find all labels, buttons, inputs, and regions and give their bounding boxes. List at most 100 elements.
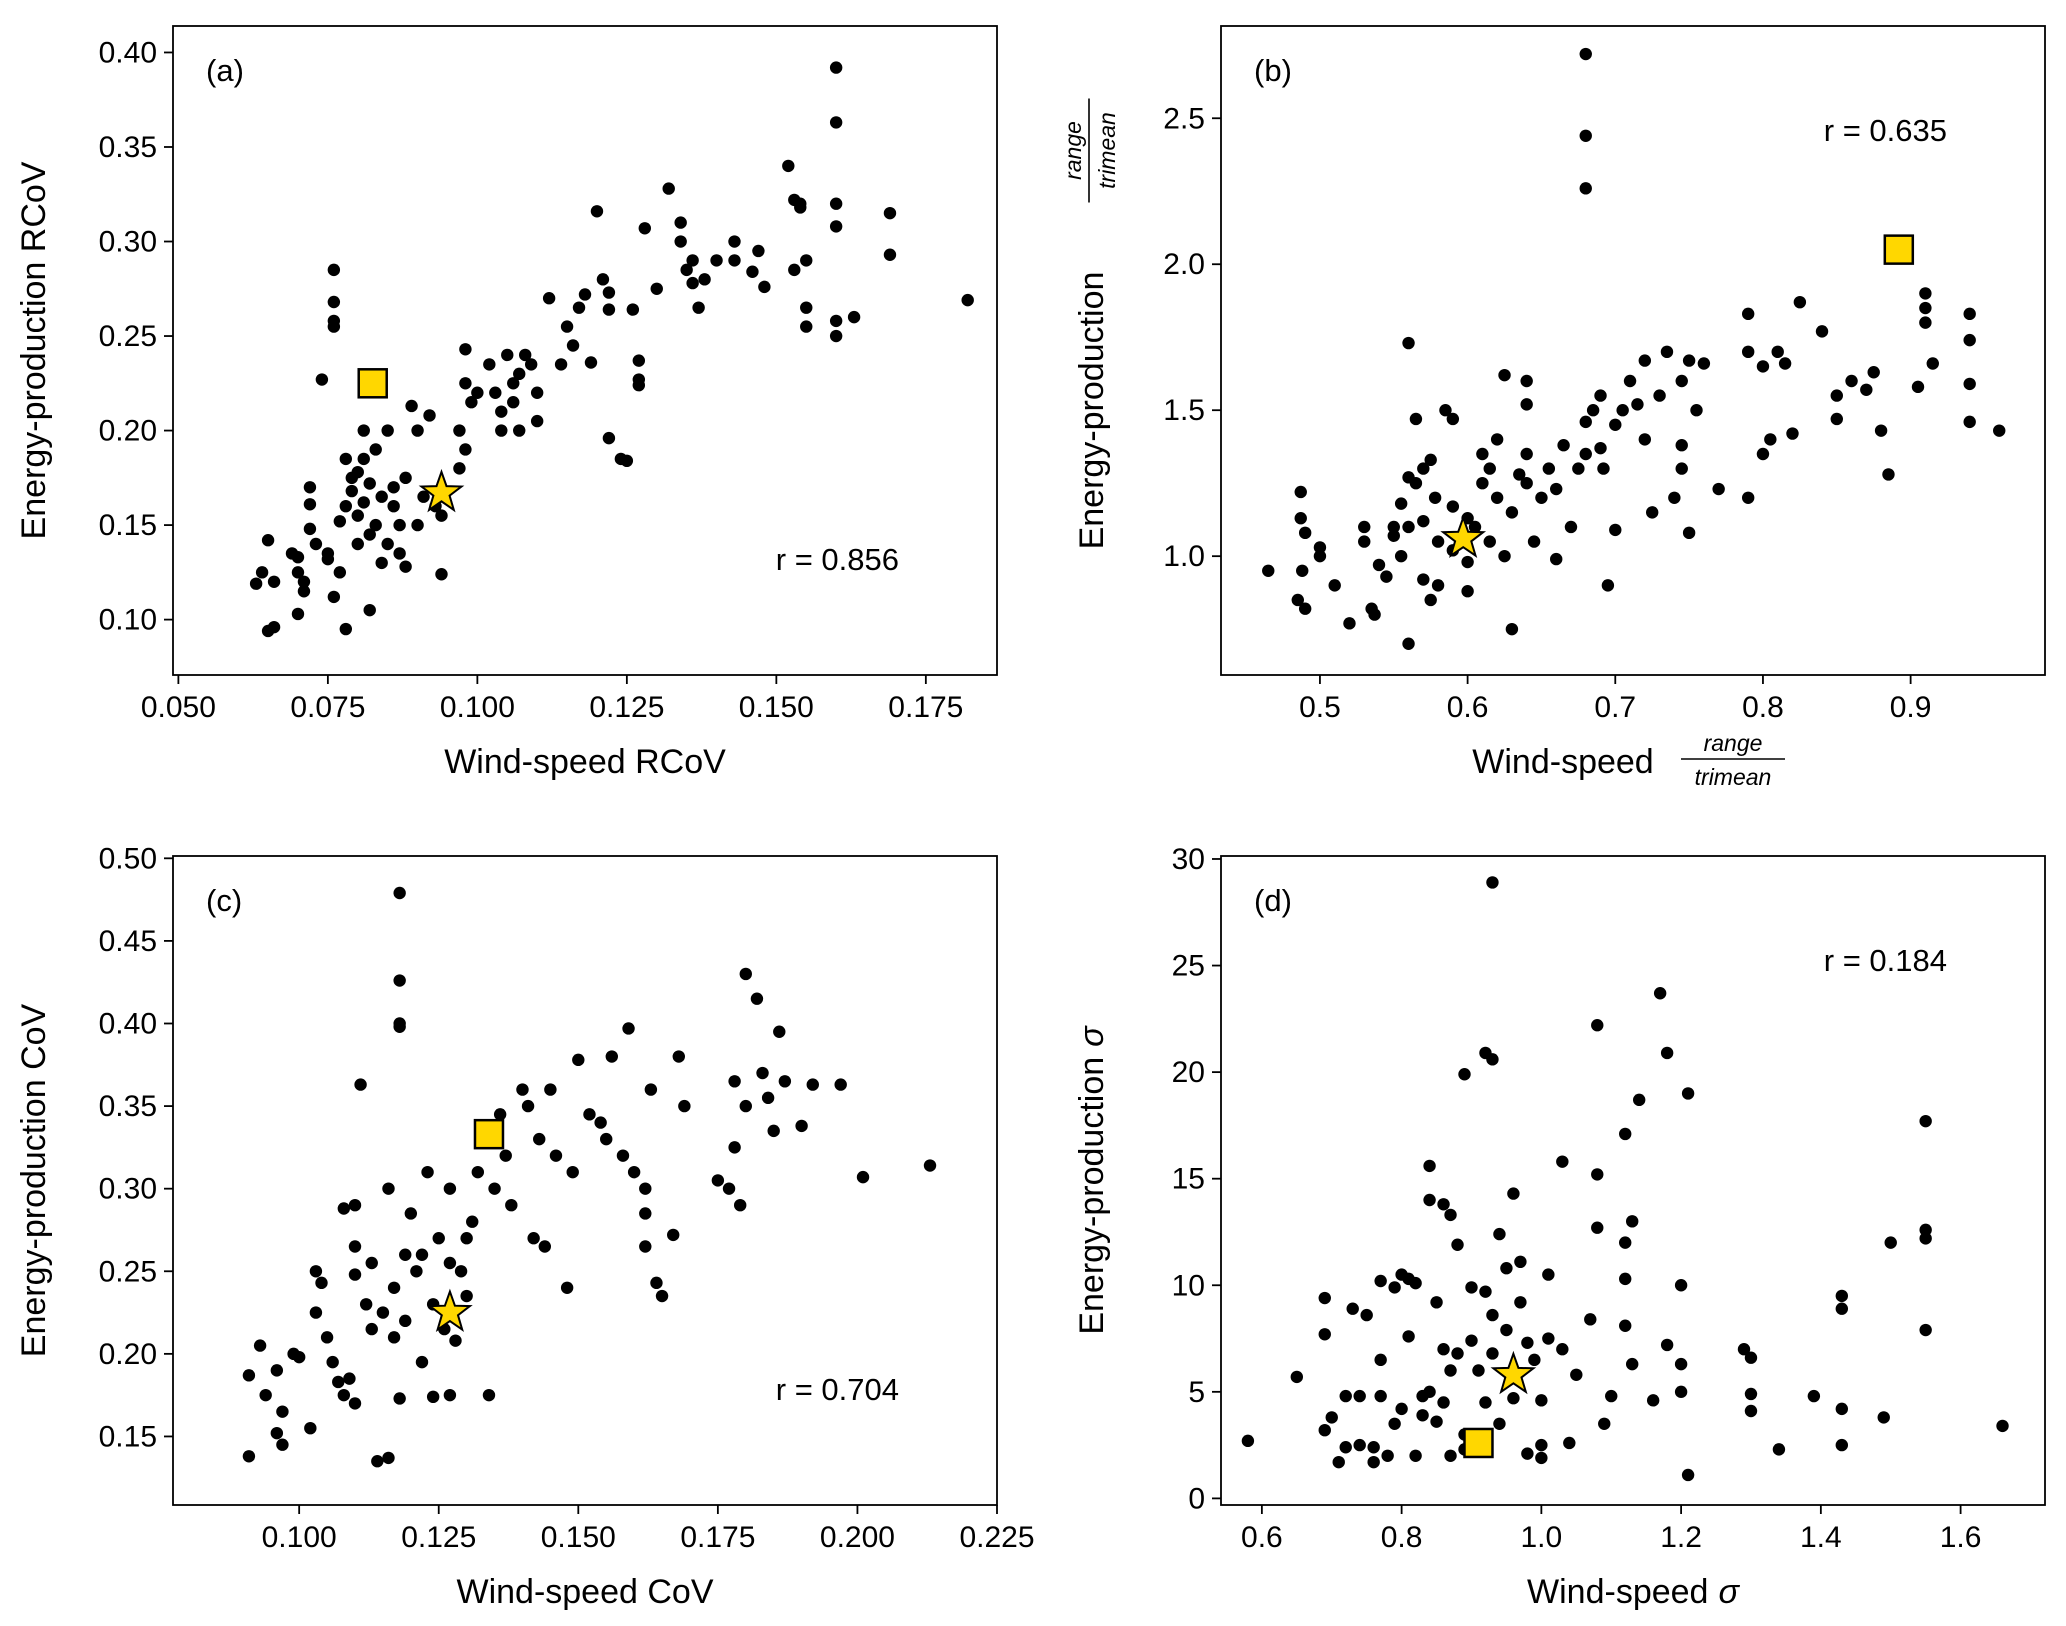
data-point (1786, 427, 1799, 440)
data-point (1476, 476, 1489, 490)
data-point (1579, 415, 1592, 429)
data-point (1313, 541, 1327, 554)
data-point (1674, 1385, 1688, 1399)
data-point (382, 1451, 395, 1465)
data-point (639, 1207, 652, 1220)
data-point (1675, 439, 1688, 452)
data-point (1653, 389, 1666, 402)
data-point (393, 518, 406, 532)
x-tick-label: 0.200 (820, 1521, 895, 1554)
panel-d: 0.6 0.8 1.0 1.2 1.4 1.6 0 5 10 15 20 25 30 (d) r = 0.1… (1073, 843, 2046, 1611)
data-point (847, 310, 861, 324)
data-point (516, 1083, 529, 1096)
data-point (524, 358, 538, 371)
data-point (1737, 1342, 1751, 1356)
data-point (1444, 1208, 1457, 1222)
data-point (728, 254, 741, 267)
data-point (449, 1334, 462, 1347)
axes-frame (172, 25, 998, 676)
data-point (806, 1078, 819, 1091)
x-tick-label: 0.6 (1447, 691, 1489, 724)
data-point (1675, 462, 1688, 475)
data-point (1367, 1455, 1380, 1469)
correlation-label: r = 0.635 (1824, 113, 1947, 148)
data-point (1339, 1441, 1352, 1454)
data-point (883, 248, 897, 261)
data-point (1325, 1411, 1338, 1424)
data-point (303, 522, 317, 536)
data-point (1911, 380, 1925, 394)
data-point (1605, 1389, 1618, 1403)
data-point (267, 620, 281, 634)
data-point (1423, 1385, 1436, 1399)
data-point (639, 1240, 652, 1253)
data-point (1381, 1449, 1394, 1462)
data-point (249, 577, 263, 590)
x-tick-label: 0.075 (290, 691, 365, 724)
y-axis-label-group: Energy-production σ (1073, 1025, 1111, 1335)
data-point (746, 265, 759, 278)
data-point (411, 424, 424, 437)
data-point (1465, 1281, 1478, 1294)
axes-frame (172, 855, 998, 1506)
data-point (1638, 433, 1652, 446)
y-tick-label: 0.30 (99, 1173, 157, 1206)
data-point (332, 1375, 345, 1389)
data-point (363, 528, 376, 541)
data-point (357, 452, 370, 466)
data-point (1318, 1291, 1331, 1305)
data-point (1360, 1308, 1373, 1322)
data-point (1262, 564, 1275, 577)
data-point (493, 1108, 507, 1121)
data-point (1591, 1221, 1604, 1234)
x-axis-label-symbol: σ (1718, 1573, 1740, 1611)
data-point (1486, 876, 1499, 889)
data-point (1542, 462, 1556, 475)
data-point (527, 1232, 540, 1245)
data-point (411, 518, 424, 532)
data-point (829, 329, 843, 343)
data-point (961, 293, 974, 307)
data-point (1535, 1438, 1548, 1452)
data-point (339, 452, 353, 466)
data-point (348, 1240, 362, 1253)
data-point (923, 1159, 937, 1172)
panel-label: (b) (1254, 53, 1292, 88)
data-point (1409, 1449, 1422, 1462)
data-point (1860, 383, 1873, 396)
data-point (1437, 1396, 1450, 1409)
data-point (495, 424, 508, 437)
y-tick-label: 0.30 (99, 226, 157, 259)
data-point (1444, 1364, 1457, 1377)
data-point (495, 405, 508, 418)
data-point (270, 1364, 284, 1377)
data-point (834, 1078, 847, 1091)
y-label-frac-numerator: range (1060, 121, 1086, 180)
data-point (1409, 412, 1423, 426)
x-axis-label-text: Wind-speed RCoV (444, 743, 726, 781)
data-point (415, 1355, 429, 1369)
data-point (1996, 1419, 2009, 1433)
data-point (644, 1083, 658, 1096)
correlation-label: r = 0.184 (1824, 943, 1947, 978)
data-point (698, 273, 711, 286)
data-point (519, 348, 532, 362)
data-point (309, 1306, 323, 1319)
data-point (393, 886, 406, 900)
data-point (674, 235, 687, 248)
y-tick-label: 0.15 (99, 1420, 157, 1453)
x-axis-label: Wind-speed CoV (456, 1573, 713, 1611)
data-point (1645, 506, 1659, 519)
y-tick-label: 10 (1172, 1269, 1205, 1302)
data-point (1514, 1296, 1527, 1309)
x-tick-label: 0.125 (401, 1521, 476, 1554)
y-axis-label-text: Energy-production CoV (15, 1003, 53, 1357)
data-point (590, 205, 604, 218)
x-tick-label: 0.225 (959, 1521, 1034, 1554)
data-point (399, 560, 412, 573)
data-point (1431, 535, 1445, 548)
data-point (410, 1265, 423, 1278)
data-point (1586, 404, 1600, 417)
x-axis-label: Wind-speed σ (1527, 1573, 1740, 1611)
data-point (686, 276, 699, 290)
